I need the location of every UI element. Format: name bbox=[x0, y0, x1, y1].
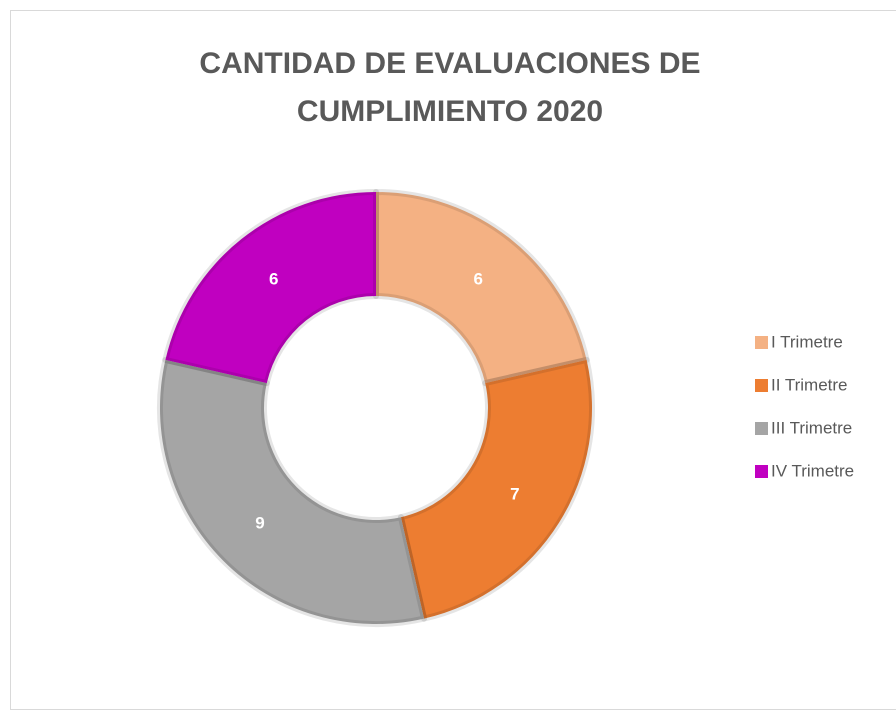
legend-swatch bbox=[755, 465, 768, 478]
chart: 6 7 9 6 I Trimetre II Trimetre III Trimetre IV … bbox=[157, 189, 854, 627]
legend-label: III Trimetre bbox=[771, 418, 852, 437]
legend-label: II Trimetre bbox=[771, 375, 848, 394]
legend-swatch bbox=[755, 422, 768, 435]
legend-swatch bbox=[755, 336, 768, 349]
data-label: 6 bbox=[269, 269, 278, 288]
legend-label: IV Trimetre bbox=[771, 461, 854, 480]
legend-swatch bbox=[755, 379, 768, 392]
donut-segment bbox=[162, 189, 379, 387]
donut-segment bbox=[373, 189, 590, 387]
donut-segment bbox=[397, 356, 595, 622]
data-label: 9 bbox=[255, 513, 264, 532]
data-label: 7 bbox=[510, 485, 519, 504]
chart-title: CANTIDAD DE EVALUACIONES DE CUMPLIMIENTO… bbox=[199, 47, 701, 128]
donut-segment bbox=[157, 356, 428, 627]
legend-label: I Trimetre bbox=[771, 332, 843, 351]
data-label: 6 bbox=[474, 269, 483, 288]
